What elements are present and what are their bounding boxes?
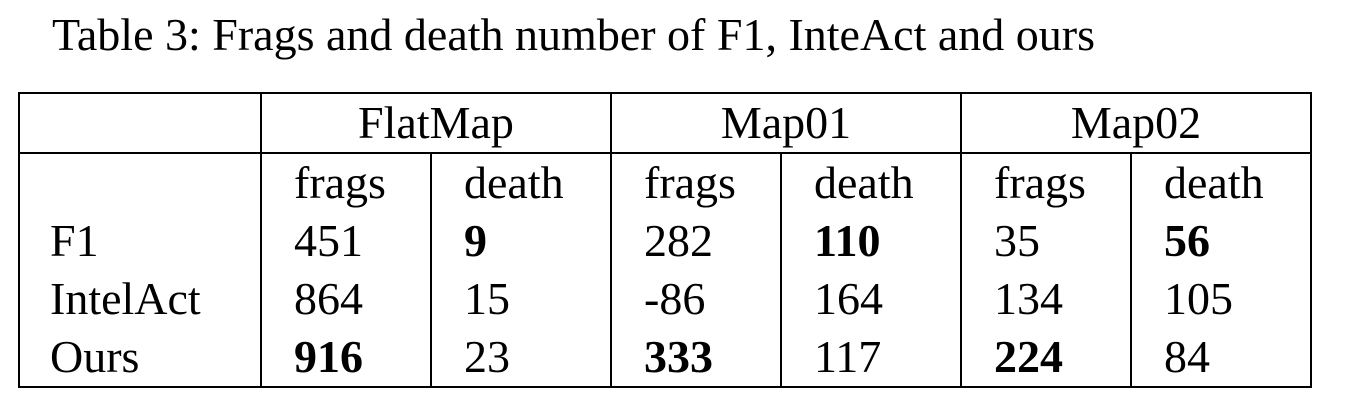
results-table: FlatMap Map01 Map02 frags death frags de…: [18, 92, 1312, 388]
subheader-empty: [19, 153, 261, 212]
subheader-flatmap-frags: frags: [260, 153, 431, 212]
value-cell: 164: [780, 270, 961, 328]
corner-cell: [19, 93, 261, 154]
row-label: F1: [50, 215, 99, 266]
row-label: IntelAct: [50, 273, 201, 324]
subheader-map02-frags: frags: [960, 153, 1131, 212]
group-header-map02: Map02: [960, 93, 1311, 154]
table-row-intelact: IntelAct 864 15 -86 164 134 105: [19, 270, 1311, 328]
subheader-row: frags death frags death frags death: [19, 153, 1311, 212]
value-cell-best: 224: [960, 328, 1131, 387]
value-cell: 864: [260, 270, 431, 328]
value-cell: 134: [960, 270, 1131, 328]
group-header-row: FlatMap Map01 Map02: [19, 93, 1311, 154]
subheader-map02-death: death: [1130, 153, 1311, 212]
value-cell-best: 56: [1130, 212, 1311, 270]
value-cell: 84: [1130, 328, 1311, 387]
row-label: Ours: [50, 331, 140, 382]
value-cell: 15: [430, 270, 611, 328]
value-cell: 23: [430, 328, 611, 387]
value-cell: 282: [610, 212, 781, 270]
value-cell-best: 110: [780, 212, 961, 270]
value-cell: 35: [960, 212, 1131, 270]
subheader-map01-frags: frags: [610, 153, 781, 212]
value-cell: 105: [1130, 270, 1311, 328]
value-cell: -86: [610, 270, 781, 328]
table-row-ours: Ours 916 23 333 117 224 84: [19, 328, 1311, 387]
value-cell: 451: [260, 212, 431, 270]
value-cell-best: 916: [260, 328, 431, 387]
value-cell: 117: [780, 328, 961, 387]
subheader-flatmap-death: death: [430, 153, 611, 212]
group-header-flatmap: FlatMap: [260, 93, 611, 154]
table-row-f1: F1 451 9 282 110 35 56: [19, 212, 1311, 270]
subheader-map01-death: death: [780, 153, 961, 212]
table-caption: Table 3: Frags and death number of F1, I…: [52, 9, 1096, 60]
value-cell-best: 333: [610, 328, 781, 387]
group-header-map01: Map01: [610, 93, 961, 154]
value-cell-best: 9: [430, 212, 611, 270]
